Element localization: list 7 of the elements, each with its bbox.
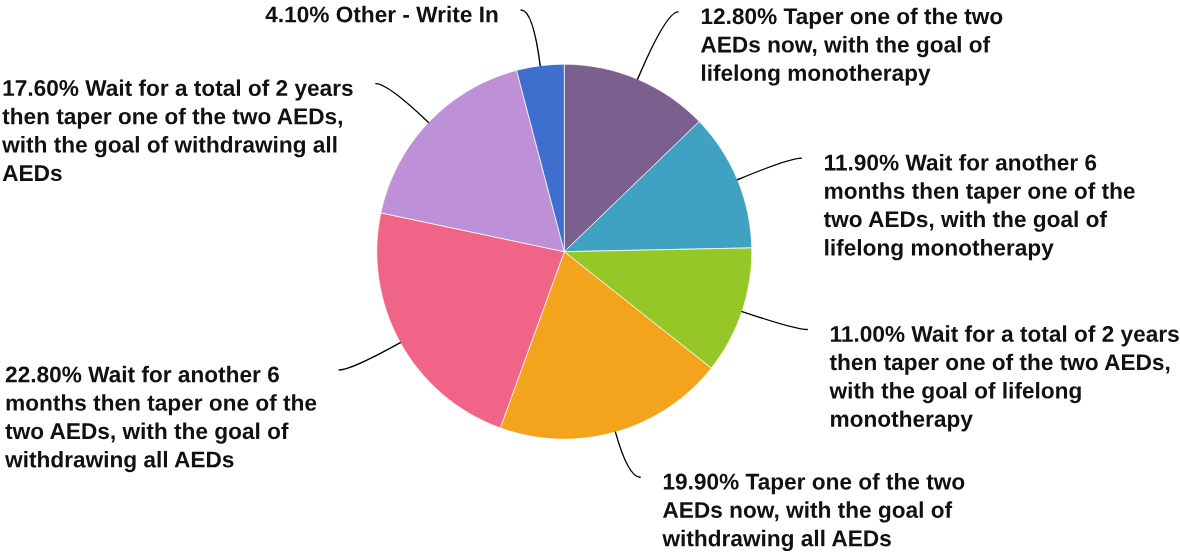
slice-label: 17.60% Wait for a total of 2 years then taper one of the two AEDs, with the goal of withdrawing all AEDs bbox=[2, 79, 353, 182]
slice-label: 12.80% Taper one of the two AEDs now, with the goal of lifelong monotherapy bbox=[700, 7, 1003, 86]
slice-label: 11.00% Wait for a total of 2 years then taper one of the two AEDs, with the goal of lifelong monotherapy bbox=[829, 325, 1179, 432]
slice-label: 22.80% Wait for another 6 months then taper one of the two AEDs, with the goal of withdrawing all AEDs bbox=[5, 365, 317, 473]
slice-label: 19.90% Taper one of the two AEDs now, with the goal of withdrawing all AEDs bbox=[662, 473, 965, 551]
slice-label: 11.90% Wait for another 6 months then taper one of the two AEDs, with the goal of lifelong monotherapy bbox=[823, 153, 1135, 261]
slice-label: 4.10% Other - Write In bbox=[265, 5, 498, 23]
